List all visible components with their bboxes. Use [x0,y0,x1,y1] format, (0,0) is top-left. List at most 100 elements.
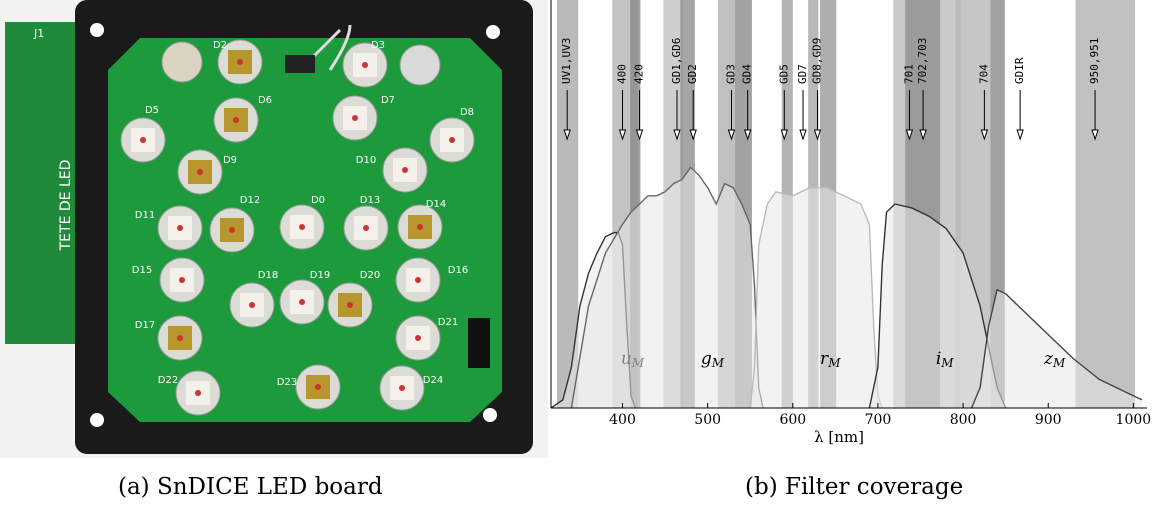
arrowhead [780,129,788,141]
led [161,41,203,83]
arrow-label: GD2 [686,64,699,84]
arrow-label: GD7 [796,64,809,84]
led-die [347,302,353,308]
led-label: D19 [310,270,330,281]
arrowhead [635,129,644,141]
led-label: D12 [240,195,260,206]
arrowhead [799,129,807,141]
led-label: D22 [158,375,178,386]
arrowhead [673,129,681,141]
led-die [299,224,305,230]
arrowhead [563,129,571,141]
arrow-label: 400 [616,64,629,84]
led-label: D17 [135,320,155,331]
led-die [415,335,421,341]
led-label: D16 [448,265,468,276]
led-die [415,277,421,283]
led-die [315,384,321,390]
filter-label: rM [820,349,841,370]
arrowhead [743,129,752,141]
caption: (a) SnDICE LED board [118,474,383,500]
arrowhead [813,129,822,141]
connector-label: J1 [33,27,44,40]
filter-name: i [936,349,941,369]
arrow-label: 701 [902,64,915,84]
x-tick-label: 600 [779,412,806,428]
led [399,44,441,86]
filter-subscript: M [827,356,841,370]
led-label: D23 [277,377,297,388]
led-label: D20 [360,270,380,281]
led-board-photo: D2 D3 D5 D6 D7 D8 D9 D10 D11 D12 D0 D13 D14 D15 D16 D17… [0,0,548,458]
led-label: D9 [223,155,237,166]
filter-area [571,167,764,408]
led-die [449,137,455,143]
led-label: D24 [423,375,443,386]
arrowhead [1016,129,1024,141]
arrow-label: GD3 [725,64,738,84]
arrow-label: GD8,GD9 [810,38,823,84]
arrowhead [905,129,914,141]
led-die [352,115,358,121]
arrow-label: GD1,GD6 [670,38,683,84]
x-tick-label: 700 [865,412,892,428]
led-die [399,385,405,391]
led-label: D15 [132,265,152,276]
led-die [177,335,183,341]
filter-area [869,204,1006,408]
led-label: D10 [356,155,376,166]
filter-label: iM [936,349,954,370]
filter-subscript: M [1052,356,1066,370]
led-label: D0 [311,195,325,206]
led-label: D6 [258,95,272,106]
arrowhead [980,129,989,141]
led-die [362,62,368,68]
led-label: D14 [426,199,446,210]
arrow-label: GD4 [741,64,754,84]
arrow-label: GDIR [1013,57,1026,84]
filter-area [971,289,1142,408]
filter-chart: uMgMrMiMzMUV1,UV3400420GD1,GD6GD2GD3GD4G… [550,0,1151,446]
arrowhead [618,129,627,141]
led-die [140,137,146,143]
arrowhead [689,129,697,141]
board-text: TETE DE LED [58,160,74,252]
led-label: D18 [258,270,278,281]
arrow-label: GD5 [777,64,790,84]
caption: (b) Filter coverage [745,474,964,500]
led-label: D8 [460,107,474,118]
filter-name: r [820,349,829,369]
led-die [417,224,423,230]
led-die [237,59,243,65]
led-die [177,225,183,231]
led-die [402,167,408,173]
led-die [179,277,185,283]
filter-curve [970,288,1143,409]
filter-subscript: M [940,356,954,370]
x-tick-label: 900 [1035,412,1062,428]
arrowhead [1091,129,1099,141]
led-label: D11 [135,210,155,221]
filter-band [1075,0,1136,408]
led-die [249,302,255,308]
arrowhead [727,129,736,141]
filter-name: z [1043,349,1054,369]
led-die [233,117,239,123]
x-tick-label: 400 [609,412,636,428]
filter-curve [570,166,764,409]
x-axis-label: λ [nm] [814,428,864,446]
filter-curve [749,186,883,409]
filter-subscript: M [711,356,725,370]
arrow-label: 702,703 [916,38,929,84]
filter-label: gM [701,349,725,370]
led-label: D5 [145,105,159,116]
arrowhead [919,129,927,141]
led-die [299,299,305,305]
arrow-label: 950,951 [1088,38,1101,84]
led-label: D2 [213,40,227,51]
arrow-label: UV1,UV3 [560,38,573,84]
led-label: D3 [371,40,385,51]
x-tick-label: 800 [950,412,977,428]
led-die [197,169,203,175]
